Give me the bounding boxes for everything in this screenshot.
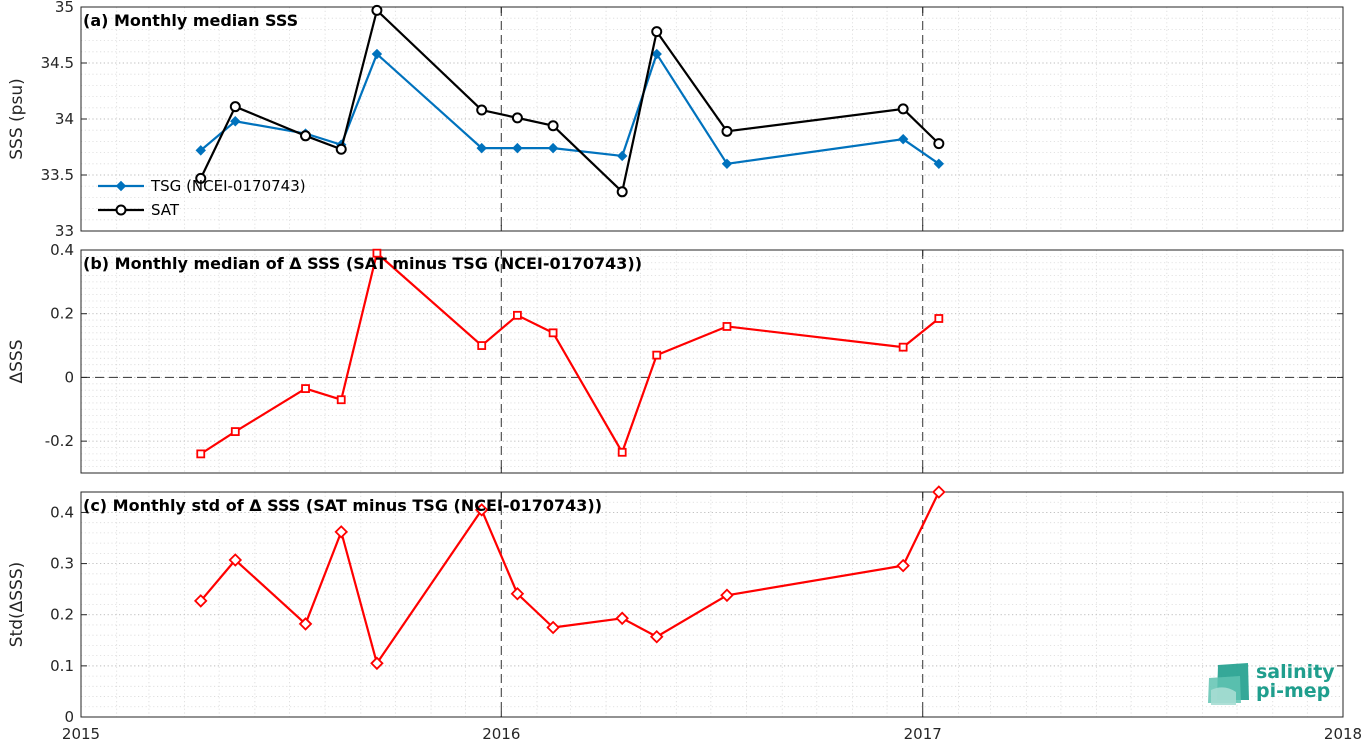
data-point <box>230 427 240 436</box>
logo-mark <box>1208 663 1249 705</box>
x-tick-label: 2015 <box>62 725 100 743</box>
y-tick-label: -0.2 <box>45 432 74 450</box>
legend-marker <box>115 204 127 216</box>
data-point <box>651 26 663 38</box>
data-point <box>616 150 628 162</box>
data-point <box>616 186 628 198</box>
panel-title: (c) Monthly std of Δ SSS (SAT minus TSG … <box>83 496 602 515</box>
data-point <box>228 553 243 567</box>
data-point <box>193 594 208 608</box>
y-axis-label: Std(ΔSSS) <box>7 562 27 648</box>
y-tick-label: 34 <box>55 110 74 128</box>
data-point <box>298 617 313 631</box>
series-sat <box>195 4 945 198</box>
data-point <box>196 449 206 459</box>
data-point <box>934 314 944 323</box>
data-point <box>652 350 662 360</box>
logo-text-line1: salinity <box>1256 661 1335 683</box>
data-point <box>897 133 909 145</box>
data-point <box>896 558 910 573</box>
salinity-pimep-logo: salinity pi-mep <box>1208 661 1335 705</box>
axes-box <box>80 491 1344 718</box>
y-axis-label: SSS (psu) <box>7 78 27 159</box>
x-tick-label: 2018 <box>1324 725 1362 743</box>
data-point <box>195 172 207 184</box>
data-point <box>511 112 523 124</box>
y-tick-label: 35 <box>55 0 74 16</box>
data-point <box>371 4 383 16</box>
data-point <box>477 341 487 350</box>
logo-text-line2: pi-mep <box>1256 680 1330 702</box>
chart-panel-b: -0.2 0 0.2 0.4 ΔSSS (b) Monthly median of Δ S… <box>7 241 1344 474</box>
x-tick-label: 2017 <box>904 725 942 743</box>
legend-label: TSG (NCEI-0170743) <box>150 177 306 195</box>
chart-panel-c: 0 0.1 0.2 0.3 0.4 2015 2016 2017 2018 Std(ΔSSS) (c… <box>7 485 1362 743</box>
data-point <box>615 611 629 626</box>
data-point <box>476 142 487 154</box>
series-series-0 <box>193 485 946 671</box>
data-point <box>897 103 909 115</box>
plot-area <box>81 250 1343 473</box>
data-point <box>722 322 732 331</box>
y-axis-label: ΔSSS <box>7 339 27 383</box>
legend: TSG (NCEI-0170743) SAT <box>98 177 306 219</box>
data-point <box>334 525 349 539</box>
y-tick-label: 0.4 <box>50 503 74 521</box>
data-point <box>474 503 489 517</box>
data-point <box>513 310 522 320</box>
panel-title: (b) Monthly median of Δ SSS (SAT minus T… <box>83 254 642 273</box>
y-tick-label: 0.1 <box>50 657 74 675</box>
data-point <box>195 145 206 156</box>
panel-title: (a) Monthly median SSS <box>83 11 298 30</box>
y-tick-label: 33 <box>55 222 74 240</box>
data-point <box>548 328 558 338</box>
legend-marker <box>115 180 127 192</box>
y-tick-label: 0.2 <box>50 305 74 323</box>
data-point <box>933 158 945 170</box>
data-point <box>933 138 945 150</box>
data-point <box>371 48 383 60</box>
y-tick-label: 0 <box>64 368 74 386</box>
x-tick-label: 2016 <box>482 725 520 743</box>
data-point <box>229 101 241 113</box>
y-tick-label: 33.5 <box>41 166 74 184</box>
grid <box>81 6 1343 232</box>
data-point <box>546 620 560 635</box>
data-point <box>651 48 662 60</box>
legend-label: SAT <box>151 201 180 219</box>
data-point <box>547 120 559 132</box>
data-point <box>336 395 346 405</box>
data-point <box>649 629 664 644</box>
data-point <box>617 447 627 457</box>
data-point <box>476 104 488 116</box>
data-point <box>335 143 347 155</box>
data-point <box>300 130 312 142</box>
chart-panel-a: 33 33.5 34 34.5 35 SSS (psu) (a) Monthly media… <box>7 0 1344 240</box>
data-point <box>512 142 523 154</box>
data-point <box>370 656 384 671</box>
data-point <box>720 588 734 603</box>
data-point <box>372 248 382 258</box>
data-point <box>547 142 559 154</box>
data-point <box>932 485 946 499</box>
y-tick-label: 0 <box>64 708 74 726</box>
y-tick-label: 0.2 <box>50 606 74 624</box>
series-series-0 <box>196 248 944 459</box>
data-point <box>721 158 733 170</box>
data-point <box>721 125 733 137</box>
data-point <box>301 384 310 393</box>
y-tick-label: 34.5 <box>41 54 74 72</box>
data-point <box>510 586 525 601</box>
y-tick-label: 0.4 <box>50 241 74 259</box>
axes-box <box>80 249 1344 474</box>
data-point <box>898 342 908 352</box>
data-point <box>230 116 241 127</box>
y-tick-label: 0.3 <box>50 555 74 573</box>
